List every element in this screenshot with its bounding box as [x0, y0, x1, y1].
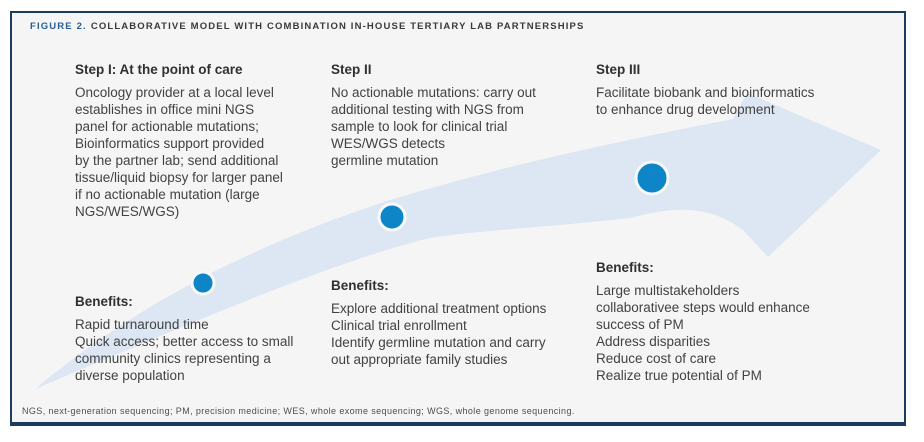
step-2-heading: Step II [331, 62, 372, 77]
step-2-block: Step II No actionable mutations: carry o… [331, 61, 589, 169]
benefits-2-heading: Benefits: [331, 278, 389, 293]
step-3-heading: Step III [596, 62, 641, 77]
figure-title-text: COLLABORATIVE MODEL WITH COMBINATION IN-… [90, 21, 585, 32]
figure-caption: FIGURE 2. COLLABORATIVE MODEL WITH COMBIN… [30, 21, 584, 32]
benefits-1-heading: Benefits: [75, 294, 133, 309]
benefits-1-block: Benefits: Rapid turnaround time Quick ac… [75, 293, 331, 384]
step-1-description: Oncology provider at a local level estab… [75, 85, 283, 219]
step-3-block: Step III Facilitate biobank and bioinfor… [596, 61, 896, 118]
benefits-1-list: Rapid turnaround time Quick access; bett… [75, 317, 294, 383]
benefits-3-block: Benefits: Large multistakeholders collab… [596, 259, 886, 384]
step-3-description: Facilitate biobank and bioinformatics to… [596, 85, 815, 117]
benefits-2-list: Explore additional treatment options Cli… [331, 301, 547, 367]
figure-label: FIGURE 2. [30, 21, 87, 32]
abbreviations-footnote: NGS, next-generation sequencing; PM, pre… [22, 406, 575, 416]
benefits-3-heading: Benefits: [596, 260, 654, 275]
step-2-description: No actionable mutations: carry out addit… [331, 85, 536, 168]
step-1-block: Step I: At the point of care Oncology pr… [75, 61, 327, 220]
benefits-2-block: Benefits: Explore additional treatment o… [331, 277, 597, 368]
step-1-heading: Step I: At the point of care [75, 62, 243, 77]
benefits-3-list: Large multistakeholders collaborativee s… [596, 283, 810, 383]
